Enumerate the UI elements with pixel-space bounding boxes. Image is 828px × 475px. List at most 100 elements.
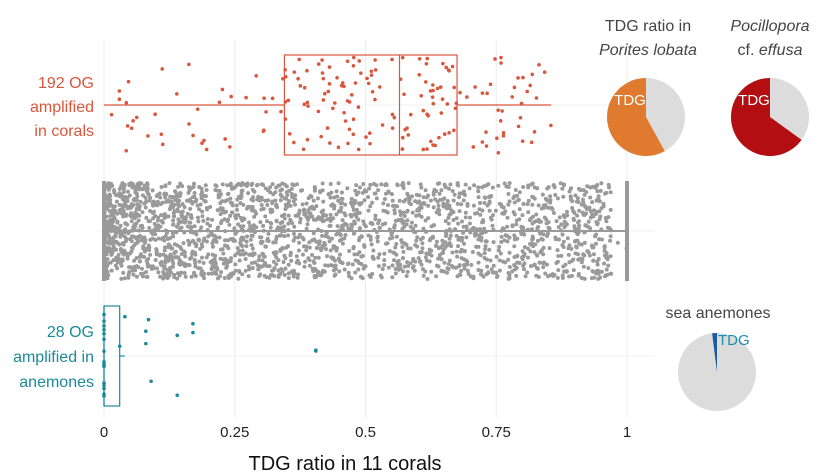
all-point [278,221,283,226]
corals-label-line-3: in corals [34,123,94,140]
all-point [590,269,595,274]
all-point [321,208,326,213]
all-point [521,184,526,189]
all-point [604,267,609,272]
all-point [160,220,165,225]
all-point [332,206,337,211]
all-point [397,209,402,214]
all-point [560,273,565,278]
corals-point [430,95,435,99]
corals-point [516,124,521,129]
corals-point [342,84,346,89]
all-point [421,273,426,278]
all-point [603,274,608,279]
all-point [274,255,279,260]
all-point [577,223,582,228]
all-point [461,198,466,203]
all-point [268,225,273,230]
corals-point [117,89,122,93]
all-point [141,271,146,276]
all-point [423,269,428,274]
corals-point [369,69,374,74]
corals-point [109,112,114,117]
all-point [328,212,333,217]
all-point [163,184,168,189]
all-point [456,221,461,226]
corals-point [356,105,361,109]
all-point [401,186,406,191]
all-point [270,182,275,187]
all-point [402,264,407,269]
all-point [296,248,301,253]
all-point [273,190,278,195]
all-point [448,182,453,187]
all-point [245,234,250,239]
all-point [554,261,559,266]
pie-title-porites: TDG ratio in Porites lobata [599,18,697,59]
all-point [260,251,265,256]
all-point [177,193,182,198]
all-point [598,188,603,193]
corals-point [425,147,429,151]
all-point [172,214,177,219]
all-point [132,258,137,263]
all-point [584,190,589,195]
all-point [454,234,459,239]
all-point [246,191,251,196]
all-point [523,274,528,279]
all-point [276,274,281,279]
all-point [597,217,602,222]
corals-point [124,148,129,153]
all-point [199,186,204,191]
all-point [241,202,246,207]
all-point [588,209,593,214]
all-point [362,188,367,193]
all-point [343,232,348,237]
all-point [234,183,239,188]
all-point [560,186,565,191]
all-point [446,261,451,266]
corals-point [306,104,310,108]
all-point [596,257,601,262]
all-point [171,218,176,223]
all-point [125,251,130,256]
all-point [392,208,397,213]
all-point [199,272,204,277]
all-point [311,217,316,222]
corals-point [488,82,493,87]
all-point [570,206,575,211]
all-point [105,269,110,274]
all-point [595,262,600,267]
all-point [274,234,279,239]
all-point [232,226,237,231]
corals-point [365,76,369,81]
all-point [270,273,275,278]
all-point [436,203,441,208]
all-point [274,219,279,224]
all-point [156,236,161,241]
all-point [412,268,417,273]
all-point [144,270,149,275]
all-point [478,200,483,205]
all-point [139,238,144,243]
all-point [220,182,225,187]
all-point [470,249,475,254]
all-point [221,209,226,214]
all-point [569,273,574,278]
all-point [527,218,532,223]
corals-point [421,108,426,113]
all-point [118,261,123,266]
all-point [377,225,382,230]
all-point [168,270,173,275]
corals-point [444,65,449,70]
all-point [485,203,490,208]
all-point [608,234,613,239]
all-point [105,206,110,211]
corals-point [292,70,297,74]
all-point [154,194,159,199]
all-point [229,256,234,261]
all-point [216,225,221,230]
corals-point [302,102,307,107]
all-point [283,256,288,261]
all-point [177,261,182,266]
